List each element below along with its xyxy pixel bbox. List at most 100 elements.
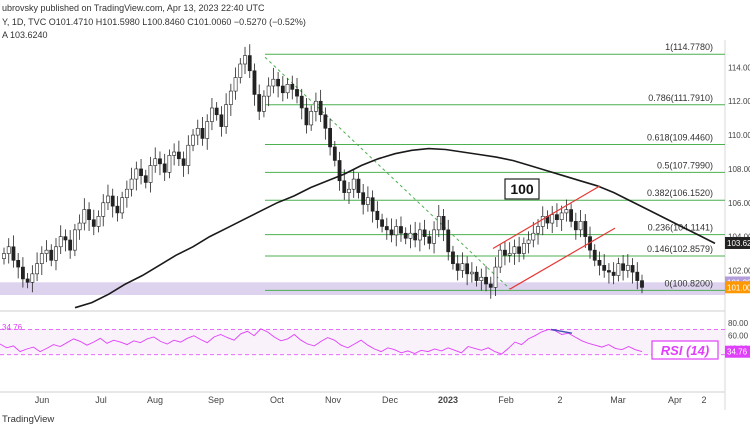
candle-body [139,168,143,176]
candle-body [356,178,361,193]
candle-body [503,249,507,256]
candle-body [195,128,200,136]
candle-body [68,239,73,251]
time-axis-label: 2 [701,395,706,405]
candle-body [592,249,597,261]
candle-body [82,209,87,224]
candle-body [252,70,257,95]
candle-body [342,180,347,193]
price-tick-label: 108.000 [728,165,750,174]
candle-body [172,151,177,156]
candle-body [106,195,110,204]
candle-body [25,278,30,283]
candle-body [39,253,44,264]
candle-body [465,263,470,275]
candle-body [148,165,153,183]
ohlc-readout: Y, 1D, TVC O101.4710 H101.5980 L100.8460… [2,17,306,27]
candle-body [16,260,21,268]
fib-label: 0.786(111.7910) [648,93,713,103]
candle-body [484,276,488,285]
candle-body [63,236,68,241]
candle-body [422,229,427,237]
candle-body [191,134,195,146]
price-badge-label: 101.00 [727,283,750,292]
candle-body [512,246,517,254]
candle-body [597,260,602,266]
chart-footer: TradingView [0,411,750,430]
candle-body [455,263,460,271]
candle-body [417,229,422,241]
candle-body [2,253,6,259]
rsi-badge [725,345,750,358]
candle-body [243,55,247,65]
fib-label: 0.618(109.4460) [647,132,713,142]
candle-body [337,160,342,182]
fib-label: 0.146(102.8579) [647,244,713,254]
retracement-diagonal [264,56,511,290]
candle-body [474,271,479,281]
candle-body [630,265,635,273]
candle-body [351,178,356,190]
candle-body [564,209,569,214]
publish-info: ubrovsky published on TradingView.com, A… [2,3,265,13]
price-badge-label: 103.62 [727,239,750,248]
candle-body [115,205,120,214]
candle-body [384,226,389,231]
moving-average-readout: A 103.6240 [2,30,48,40]
time-axis-label: Feb [498,395,514,405]
candle-body [318,100,323,116]
candle-body [389,229,394,236]
candle-body [625,265,630,271]
candle-body [573,221,578,231]
candle-body [176,151,181,160]
candle-body [129,178,134,190]
chart-header: ubrovsky published on TradingView.com, A… [0,0,720,40]
time-axis-label: Dec [382,395,399,405]
support-zone [0,282,725,295]
candle-body [49,249,54,261]
candle-body [531,232,536,241]
time-axis-label: Mar [610,395,626,405]
candle-body [44,249,49,254]
candle-body [488,283,493,288]
candle-body [124,188,129,198]
candle-body [578,221,583,231]
candle-body [247,55,252,72]
candle-body [365,197,370,205]
candle-body [35,263,39,275]
time-axis-label: Oct [270,395,285,405]
candle-body [616,263,621,276]
candle-body [607,270,611,273]
rsi-label-box [651,340,719,360]
candle-body [214,107,219,116]
candle-body [602,265,607,271]
candle-body [101,202,106,217]
channel-upper [492,185,601,249]
tradingview-brand[interactable]: TradingView [2,414,55,425]
fib-label: 0.5(107.7990) [657,160,713,170]
candle-body [290,84,295,90]
candle-body [219,114,224,127]
price-tick-label: 102.000 [728,266,750,275]
candle-body [526,239,531,244]
candle-body [640,280,644,288]
fib-label: 0.382(106.1520) [647,188,713,198]
rsi-tick-label: 60.00 [728,332,749,341]
candle-body [153,158,158,166]
candle-body [347,188,351,193]
candle-body [309,111,314,126]
candle-body [262,95,266,112]
candle-body [21,266,25,280]
candle-body [6,246,11,254]
moving-average-line [74,147,716,309]
candle-body [295,89,299,97]
candle-body [635,271,640,281]
candle-body [210,107,214,122]
candle-body [498,249,503,268]
candle-body [469,271,474,275]
candle-body [583,221,588,237]
fib-label: 0(100.8200) [664,278,713,288]
price-badge [725,281,750,294]
price-tick-label: 112.000 [728,97,750,106]
